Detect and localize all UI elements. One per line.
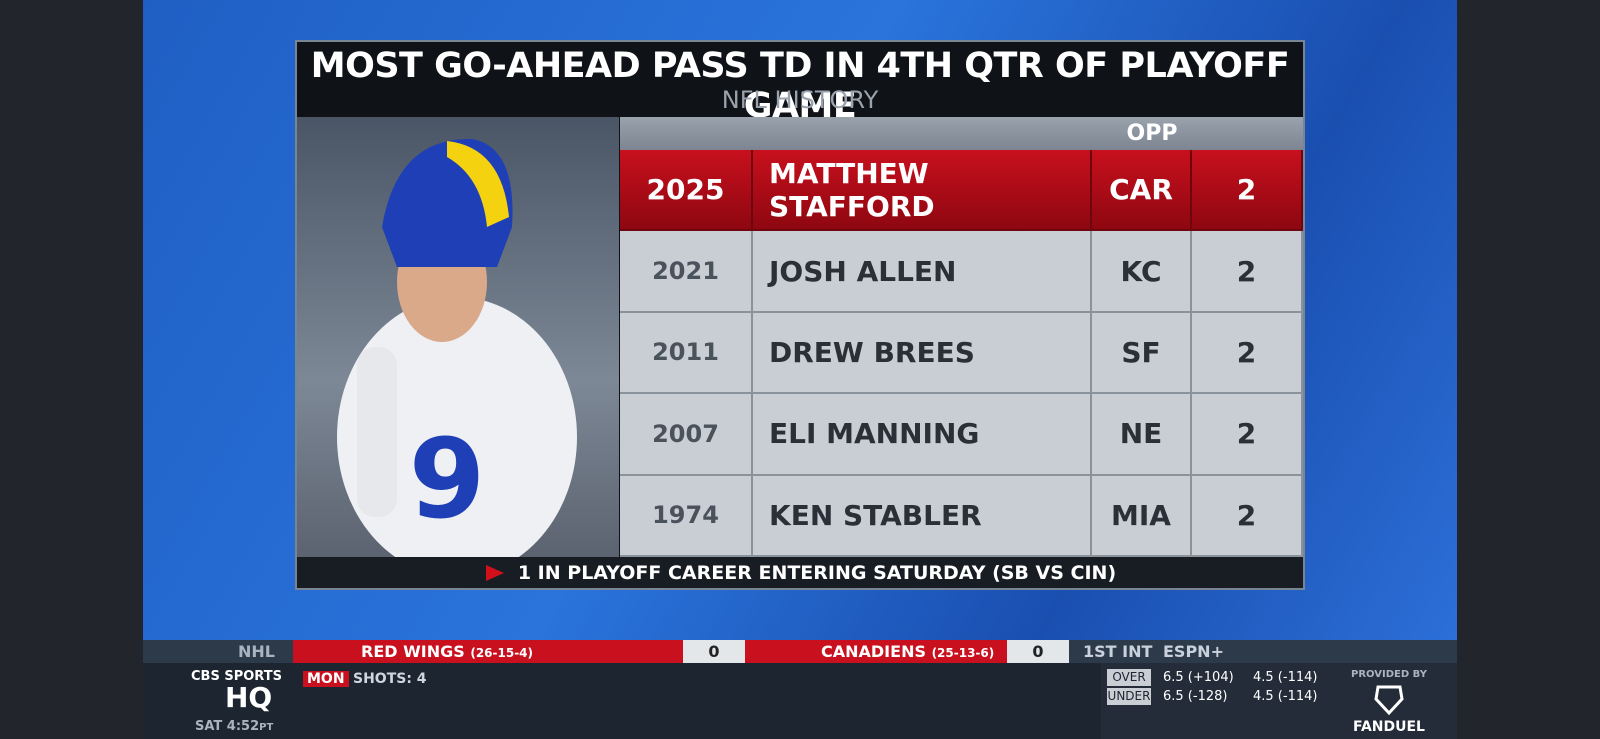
network: ESPN+ [1163,642,1224,661]
side-bar [0,0,143,739]
odds-label: UNDER [1107,688,1151,705]
odds-value: 4.5 (-114) [1253,689,1318,704]
graphic-panel: MOST GO-AHEAD PASS TD IN 4TH QTR OF PLAY… [295,40,1305,590]
table-cell-count: 2 [1192,231,1303,313]
arrow-icon [485,564,504,581]
home-team: CANADIENS [821,642,926,661]
player-photo: 9 [297,117,619,557]
away-score: 0 [683,640,745,663]
side-bar [1457,0,1600,739]
table: OPP 2025 MATTHEW STAFFORD CAR 2 2021 JOSH ALL… [620,117,1303,557]
column-header: OPP [1126,121,1178,146]
subtitle: NFL HISTORY [721,86,879,114]
table-cell-year: 2025 [620,150,753,232]
table-cell-year: 1974 [620,475,753,557]
odds-box: OVER 6.5 (+104) 4.5 (-114) UNDER 6.5 (-128) 4… [1101,663,1457,739]
lower-bar: CBS SPORTS HQ SAT 4:52PT MON SHOTS: 4 OV… [143,663,1457,739]
clock: SAT 4:52PT [195,719,273,734]
table-cell-name: JOSH ALLEN [753,231,1092,313]
table-cell-opponent: CAR [1092,150,1192,232]
table-cell-count: 2 [1192,475,1303,557]
away-team: RED WINGS [361,642,465,661]
home-score: 0 [1007,640,1069,663]
table-cell-count: 2 [1192,312,1303,395]
table-cell-count: 2 [1192,394,1303,476]
time-zone: PT [259,722,274,733]
footnote-bar: 1 IN PLAYOFF CAREER ENTERING SATURDAY (S… [297,557,1303,588]
table-cell-name: ELI MANNING [753,394,1092,476]
table-cell-count: 2 [1192,150,1303,232]
brand: CBS SPORTS [191,669,282,684]
table-cell-opponent: SF [1092,312,1192,395]
table-header: OPP [620,117,1303,150]
away-record: (26-15-4) [470,646,534,660]
home-record: (25-13-6) [931,646,995,660]
odds-value: 4.5 (-114) [1253,670,1318,685]
svg-text:9: 9 [409,415,486,543]
provided-by: PROVIDED BY [1351,669,1427,680]
table-cell-year: 2011 [620,312,753,395]
away-team-box: RED WINGS (26-15-4) [293,640,683,663]
table-cell-year: 2021 [620,231,753,313]
home-team-box: CANADIENS (25-13-6) [745,640,1007,663]
sponsor-logo [1374,685,1404,715]
table-cell-opponent: NE [1092,394,1192,476]
table-cell-opponent: MIA [1092,475,1192,557]
period: 1ST INT [1083,642,1153,661]
odds-table: OVER 6.5 (+104) 4.5 (-114) UNDER 6.5 (-128) 4… [1101,663,1331,739]
day: MON [303,671,349,687]
ticker-bar: NHL RED WINGS (26-15-4) 0 CANADIENS (25-… [143,640,1457,663]
photo-art: 9 [337,138,577,557]
title: MOST GO-AHEAD PASS TD IN 4TH QTR OF PLAY… [310,46,1290,126]
odds-value: 6.5 (+104) [1163,670,1234,685]
odds-value: 6.5 (-128) [1163,689,1228,704]
league: NHL [238,642,275,661]
table-cell-name: KEN STABLER [753,475,1092,557]
brand-logo: HQ [225,681,273,714]
table-cell-name: MATTHEW STAFFORD [753,150,1092,232]
time: SAT 4:52 [195,719,260,734]
odds-label: OVER [1107,669,1151,686]
table-cell-opponent: KC [1092,231,1192,313]
table-cell-name: DREW BREES [753,312,1092,395]
table-cell-year: 2007 [620,394,753,476]
footnote: 1 IN PLAYOFF CAREER ENTERING SATURDAY (S… [517,561,1117,584]
info: SHOTS: 4 [353,671,427,687]
sponsor: FANDUEL [1353,719,1425,735]
